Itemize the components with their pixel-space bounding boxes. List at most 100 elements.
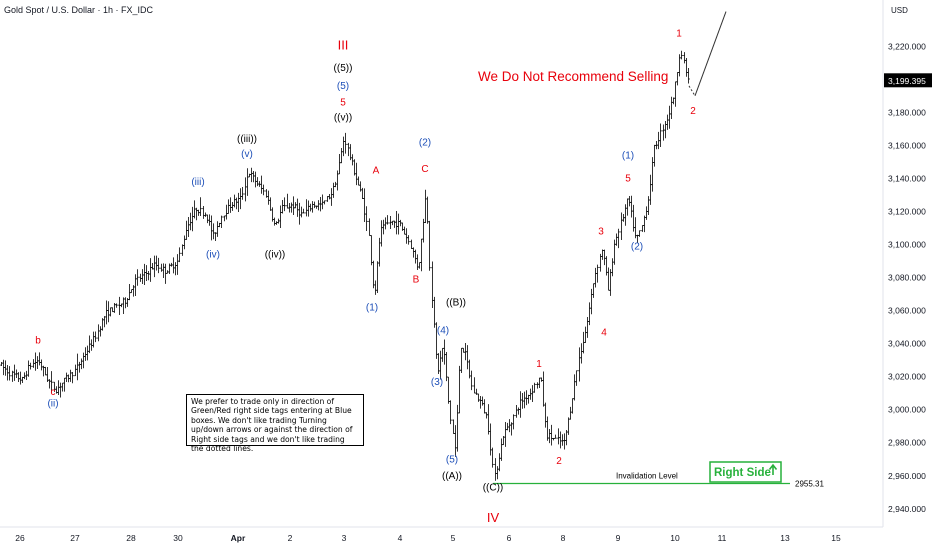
ohlc-bar [250,167,253,183]
ohlc-bar [594,267,597,288]
ohlc-bar [588,302,591,326]
ohlc-bar [279,205,282,229]
ohlc-bar [292,196,295,216]
ohlc-bar [160,263,163,272]
ohlc-bar [456,404,459,452]
wave-label-26: IV [487,510,500,525]
ohlc-bar [290,202,293,213]
ohlc-bar [659,123,662,147]
ohlc-bar [506,422,509,431]
ohlc-bar [300,206,303,218]
ohlc-bar [40,359,43,371]
ohlc-bar [443,339,446,365]
ohlc-bar [529,388,532,400]
ohlc-bar [481,396,484,406]
ohlc-bar [38,352,41,366]
ohlc-bar [191,206,194,232]
ohlc-bar [380,220,383,247]
ohlc-bar [418,262,421,269]
ohlc-bar [647,196,650,216]
y-tick-label-1: 2,960.000 [888,471,926,481]
ohlc-bar [202,205,205,219]
ohlc-bar [122,297,125,315]
ohlc-bar [527,394,530,404]
chart-title: Gold Spot / U.S. Dollar · 1h · FX_IDC [4,5,154,15]
ohlc-bar [321,194,324,210]
ohlc-bar [273,217,276,226]
ohlc-bar [559,431,562,449]
x-tick-label-8: 5 [451,533,456,543]
ohlc-bar [426,196,429,224]
ohlc-bar [386,215,389,225]
ohlc-bar [634,217,637,239]
ohlc-bar [134,274,137,296]
ohlc-bar [195,207,198,221]
ohlc-bar [340,147,343,164]
ohlc-bar [575,370,578,386]
ohlc-bar [46,367,49,383]
ohlc-bar [498,453,501,472]
ohlc-bar [223,215,226,222]
ohlc-bar [118,296,121,315]
ohlc-bar [332,182,335,198]
wave-label-6: (v) [241,149,253,160]
ohlc-bar [246,168,249,196]
ohlc-bar [172,257,175,274]
ohlc-bar [538,377,541,389]
wave-label-1: c [51,387,56,398]
ohlc-bar [328,194,331,200]
ohlc-bar [674,81,677,107]
ohlc-bar [592,283,595,298]
x-tick-label-5: 2 [288,533,293,543]
ohlc-bar [361,187,364,200]
ohlc-bar [262,184,265,196]
ohlc-bar [254,171,257,188]
ohlc-bar [275,221,278,225]
ohlc-bar [683,52,686,64]
ohlc-bar [447,376,450,404]
ohlc-bar [281,199,284,214]
ohlc-bar [74,364,77,377]
ohlc-bar [382,219,385,235]
ohlc-bar [212,223,215,240]
ohlc-bar [590,288,593,315]
ohlc-bar [378,237,381,267]
ohlc-bar [620,212,623,241]
y-tick-label-2: 2,980.000 [888,438,926,448]
wave-label-13: A [373,165,380,176]
x-tick-label-12: 10 [670,533,680,543]
ohlc-bar [414,249,417,264]
y-tick-label-3: 3,000.000 [888,405,926,415]
ohlc-bar [233,194,236,208]
ohlc-bar [491,447,494,468]
wave-label-29: (1) [622,151,634,162]
ohlc-bar [460,347,463,374]
ohlc-bar [78,361,81,373]
ohlc-bar [149,258,152,282]
ohlc-bar [487,404,490,435]
ohlc-bar [260,175,263,194]
wave-label-12: ((v)) [334,113,352,124]
x-tick-label-0: 26 [15,533,25,543]
wave-label-4: (iv) [206,250,220,261]
ohlc-bar [141,269,144,285]
ohlc-bar [82,352,85,369]
ohlc-bar [220,215,223,228]
ohlc-bar [90,339,93,351]
wave-label-21: (5) [446,455,458,466]
ohlc-bar [441,347,444,362]
ohlc-bar [403,226,406,235]
ohlc-bar [662,124,665,141]
ohlc-bar [391,220,394,226]
ohlc-bar [439,350,442,380]
ohlc-bar [563,433,566,450]
ohlc-bar [107,301,110,323]
ohlc-bar [500,438,503,461]
y-tick-label-0: 2,940.000 [888,504,926,514]
ohlc-bar [548,428,551,444]
x-tick-label-4: Apr [231,533,246,543]
ohlc-bar [370,235,373,266]
ohlc-bar [676,72,679,86]
ohlc-bar [523,391,526,409]
